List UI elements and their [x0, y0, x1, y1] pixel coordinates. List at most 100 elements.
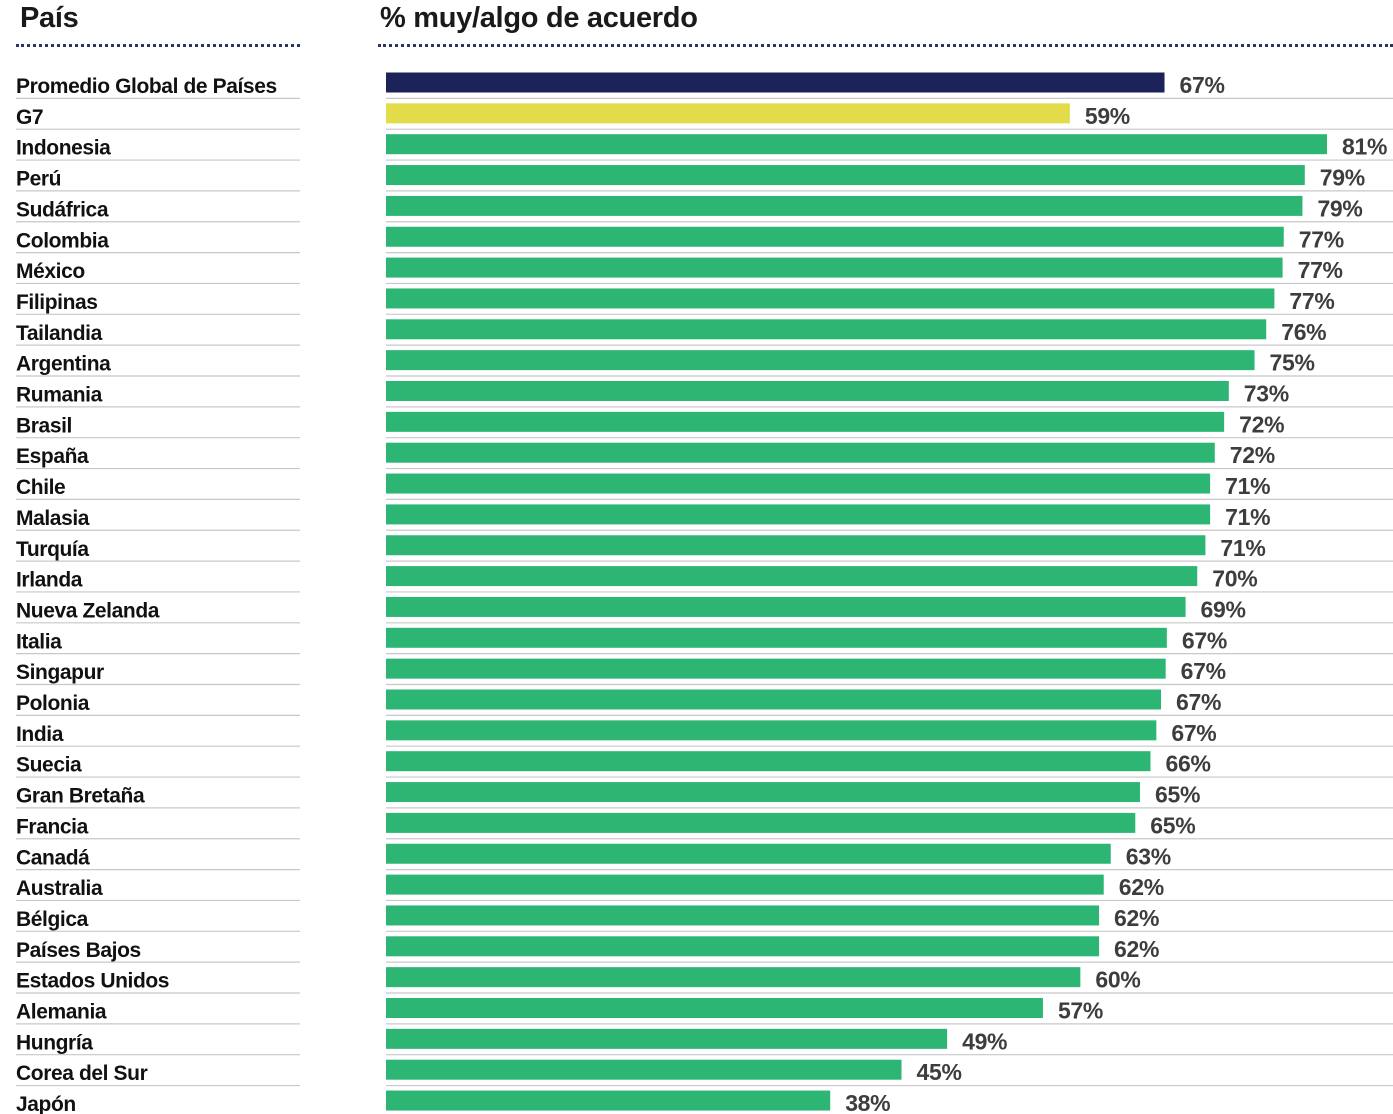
bar [386, 843, 1111, 864]
category-label: G7 [16, 106, 43, 129]
category-label: Indonesia [16, 137, 111, 160]
category-label: Alemania [16, 1001, 107, 1024]
value-label: 49% [962, 1028, 1007, 1054]
value-label: 66% [1165, 751, 1210, 777]
value-label: 77% [1289, 288, 1334, 314]
value-label: 75% [1270, 350, 1315, 376]
bar [386, 226, 1284, 247]
value-label: 71% [1225, 473, 1270, 499]
bar [386, 658, 1166, 679]
bar [386, 165, 1305, 186]
bar [386, 720, 1157, 741]
category-label: Turquía [16, 538, 89, 561]
bar [386, 1059, 902, 1080]
category-label: Suecia [16, 754, 82, 777]
bar [386, 473, 1211, 494]
category-label: Irlanda [16, 569, 83, 592]
category-label: India [16, 723, 64, 746]
value-label: 77% [1299, 226, 1344, 252]
bar [386, 967, 1081, 988]
value-label: 67% [1176, 689, 1221, 715]
value-label: 77% [1298, 257, 1343, 283]
bar [386, 905, 1100, 926]
category-label: Promedio Global de Países [16, 75, 277, 98]
category-label: Malasia [16, 507, 90, 530]
category-label: Colombia [16, 229, 109, 252]
value-label: 72% [1239, 411, 1284, 437]
value-label: 70% [1212, 566, 1257, 592]
bar [386, 103, 1070, 124]
value-label: 73% [1244, 381, 1289, 407]
bar [386, 751, 1151, 772]
category-label: Filipinas [16, 291, 98, 314]
value-label: 71% [1220, 535, 1265, 561]
value-label: 79% [1320, 165, 1365, 191]
category-label: Francia [16, 815, 89, 838]
category-label: México [16, 260, 85, 283]
bar [386, 442, 1215, 463]
value-label: 76% [1281, 319, 1326, 345]
category-label: Singapur [16, 661, 104, 684]
category-label: Polonia [16, 692, 90, 715]
category-label: Países Bajos [16, 939, 141, 962]
value-label: 71% [1225, 504, 1270, 530]
value-label: 63% [1126, 843, 1171, 869]
value-label: 38% [845, 1090, 890, 1114]
value-label: 67% [1180, 72, 1225, 98]
bar [386, 134, 1327, 155]
bar [386, 319, 1267, 340]
value-label: 57% [1058, 998, 1103, 1024]
value-label: 67% [1171, 720, 1216, 746]
bar [386, 195, 1303, 216]
category-label: Sudáfrica [16, 198, 109, 221]
category-label: Rumania [16, 384, 103, 407]
bar [386, 1090, 831, 1111]
category-label: Canadá [16, 846, 90, 869]
bar [386, 535, 1206, 556]
bar [386, 596, 1186, 617]
value-header-divider [378, 44, 1393, 47]
value-label: 45% [917, 1059, 962, 1085]
bar [386, 627, 1167, 648]
category-label: Bélgica [16, 908, 89, 931]
value-label: 67% [1181, 658, 1226, 684]
bar [386, 874, 1104, 895]
country-header-divider [16, 44, 300, 47]
value-label: 62% [1114, 936, 1159, 962]
value-label: 79% [1317, 195, 1362, 221]
category-label: Argentina [16, 353, 111, 376]
bar [386, 381, 1229, 401]
bar [386, 689, 1162, 710]
category-label: Estados Unidos [16, 970, 169, 993]
bar [386, 411, 1225, 432]
value-label: 62% [1119, 874, 1164, 900]
bar [386, 1028, 948, 1049]
value-label: 60% [1095, 967, 1140, 993]
bar [386, 72, 1165, 93]
bar [386, 936, 1100, 957]
value-label: 67% [1182, 627, 1227, 653]
bar [386, 350, 1255, 371]
bar [386, 782, 1140, 803]
bar [386, 998, 1043, 1018]
category-label: Hungría [16, 1031, 93, 1054]
bar [386, 566, 1198, 587]
bar [386, 504, 1211, 525]
value-label: 65% [1150, 812, 1195, 838]
value-label: 62% [1114, 905, 1159, 931]
category-label: Gran Bretaña [16, 785, 145, 808]
category-label: Brasil [16, 414, 72, 437]
value-label: 69% [1201, 596, 1246, 622]
value-label: 81% [1342, 134, 1387, 160]
bar [386, 257, 1283, 278]
value-label: 72% [1230, 442, 1275, 468]
category-label: España [16, 445, 89, 468]
category-label: Perú [16, 168, 61, 191]
category-label: Japón [16, 1093, 76, 1114]
category-label: Corea del Sur [16, 1062, 148, 1085]
bar [386, 812, 1136, 833]
bar [386, 288, 1275, 309]
category-label: Tailandia [16, 322, 103, 345]
category-label: Italia [16, 630, 62, 653]
country-column-header: País [20, 2, 79, 34]
